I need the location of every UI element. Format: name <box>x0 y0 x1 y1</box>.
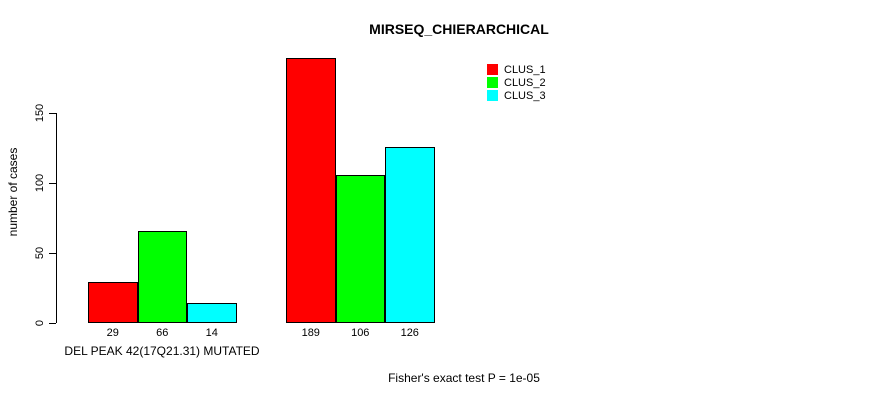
bar-value-label: 126 <box>400 327 419 339</box>
legend-swatch-clus_2 <box>487 77 498 88</box>
bar-value-label: 14 <box>205 327 218 339</box>
y-tick-mark <box>49 113 56 114</box>
bar-clus_1-group1 <box>88 282 138 323</box>
bar-value-label: 189 <box>301 327 320 339</box>
x-axis-label: DEL PEAK 42(17Q21.31) MUTATED <box>64 344 260 358</box>
bar-value-label: 66 <box>156 327 169 339</box>
legend-swatch-clus_3 <box>487 90 498 101</box>
y-tick-label: 0 <box>34 319 46 327</box>
y-tick-mark <box>49 323 56 324</box>
legend-item-clus_3: CLUS_3 <box>487 89 546 102</box>
y-tick-mark <box>49 183 56 184</box>
y-axis-label: number of cases <box>6 147 20 237</box>
bar-clus_2-group1 <box>137 230 187 323</box>
bar-clus_2-group2 <box>335 174 385 323</box>
legend-label: CLUS_1 <box>504 63 546 76</box>
y-tick-label: 100 <box>34 173 46 193</box>
legend-swatch-clus_1 <box>487 64 498 75</box>
y-axis-line <box>56 113 57 323</box>
bar-clus_3-group1 <box>187 303 237 323</box>
pvalue-annotation: Fisher's exact test P = 1e-05 <box>388 371 540 385</box>
y-tick-label: 150 <box>34 103 46 123</box>
legend-label: CLUS_3 <box>504 89 546 102</box>
chart-title: MIRSEQ_CHIERARCHICAL <box>369 21 549 37</box>
bar-clus_1-group2 <box>286 58 336 323</box>
bar-clus_3-group2 <box>385 146 435 323</box>
legend-item-clus_2: CLUS_2 <box>487 76 546 89</box>
legend-label: CLUS_2 <box>504 76 546 89</box>
y-tick-label: 50 <box>34 246 46 260</box>
bar-value-label: 106 <box>351 327 370 339</box>
y-tick-mark <box>49 253 56 254</box>
bar-value-label: 29 <box>106 327 119 339</box>
legend-item-clus_1: CLUS_1 <box>487 63 546 76</box>
